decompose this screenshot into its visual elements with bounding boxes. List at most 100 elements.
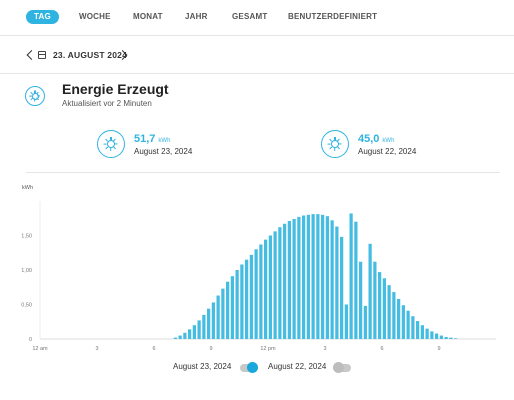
chart-bar <box>207 308 211 339</box>
date-label[interactable]: 23. AUGUST 2024 <box>53 50 128 60</box>
tab-month[interactable]: MONAT <box>133 12 163 21</box>
chart-bar <box>354 221 358 339</box>
y-tick-label: 1,50 <box>21 234 32 240</box>
stat-today-date: August 23, 2024 <box>134 147 193 156</box>
chart-bar <box>411 316 415 339</box>
chart-bar <box>302 215 306 339</box>
chart-bar <box>245 259 249 339</box>
date-navigator: 23. AUGUST 2024 <box>0 36 514 74</box>
chart-bar <box>188 329 192 339</box>
stat-today-unit: kWh <box>158 138 171 144</box>
chart-bar <box>221 288 225 339</box>
chart-bar <box>416 321 420 339</box>
chart-bar <box>183 332 187 339</box>
updated-status: Aktualisiert vor 2 Minuten <box>62 99 152 108</box>
x-tick-label: 6 <box>380 346 383 352</box>
chart-bar <box>192 325 196 339</box>
calendar-icon[interactable] <box>38 51 46 59</box>
sun-icon <box>97 130 125 158</box>
chart-bar <box>226 281 230 339</box>
chart-bar <box>283 223 287 339</box>
sun-ray <box>337 138 341 142</box>
chart-bar <box>359 261 363 339</box>
sun-icon <box>25 86 45 106</box>
chart-bar <box>230 276 234 339</box>
tab-day[interactable]: TAG <box>26 10 59 24</box>
chart-bar <box>387 285 391 339</box>
chart-bar <box>254 249 258 339</box>
legend-today-label: August 23, 2024 <box>173 362 232 371</box>
tab-total[interactable]: GESAMT <box>232 12 268 21</box>
sun-ray <box>105 146 109 150</box>
sun-ray <box>334 148 336 151</box>
chart-bar <box>297 216 301 339</box>
chart-bar <box>349 213 353 339</box>
y-tick-label: 0,50 <box>21 303 32 309</box>
sun-ray <box>329 146 333 150</box>
stat-yesterday-date: August 22, 2024 <box>358 147 417 156</box>
x-tick-label: 9 <box>209 346 212 352</box>
chevron-left-icon[interactable] <box>26 49 37 60</box>
x-tick-label: 12 pm <box>260 346 276 352</box>
period-tabs: TAG WOCHE MONAT JAHR GESAMT BENUTZERDEFI… <box>0 0 514 36</box>
chart-bar <box>259 244 263 339</box>
x-tick-label: 9 <box>437 346 440 352</box>
chart-bar <box>401 305 405 339</box>
sun-ray <box>110 148 112 151</box>
legend-yesterday-toggle[interactable] <box>333 362 351 373</box>
chart-bar <box>235 270 239 339</box>
chart-bar <box>373 261 377 339</box>
chart-bar <box>292 218 296 339</box>
sun-ray <box>113 146 117 150</box>
chart-bar <box>392 292 396 339</box>
sun-ray <box>339 143 342 145</box>
chart-bar <box>287 221 291 339</box>
chart-bar <box>306 214 310 339</box>
x-tick-label: 12 am <box>32 346 48 352</box>
chart-bar <box>330 220 334 339</box>
sun-ray <box>337 146 341 150</box>
stat-today-number: 51,7 <box>134 133 156 145</box>
chart-bar <box>430 331 434 339</box>
x-tick-label: 3 <box>323 346 326 352</box>
energy-bar-chart: kWh 0 0,50 1,00 1,50 12 am 3 6 9 12 pm 3 6 9 <box>21 185 496 352</box>
y-axis-label: kWh <box>22 185 33 191</box>
chart-bar <box>264 239 268 339</box>
chart-bar <box>444 336 448 339</box>
chart-bar <box>202 314 206 339</box>
chart-bar <box>325 216 329 339</box>
chart-bar <box>321 214 325 339</box>
chart-bar <box>449 337 453 339</box>
chart-bar <box>425 328 429 339</box>
x-tick-label: 3 <box>95 346 98 352</box>
stat-yesterday-unit: kWh <box>382 138 395 144</box>
tab-year[interactable]: JAHR <box>185 12 208 21</box>
chart-bar <box>273 231 277 339</box>
chart-bar <box>240 264 244 339</box>
tab-week[interactable]: WOCHE <box>79 12 111 21</box>
legend-today-toggle[interactable] <box>240 362 258 373</box>
chart-bar <box>435 333 439 339</box>
page-title: Energie Erzeugt <box>62 81 169 97</box>
tab-custom[interactable]: BENUTZERDEFINIERT <box>288 12 378 21</box>
sun-ray <box>37 95 41 97</box>
chart-bar <box>278 227 282 339</box>
sun-ray <box>36 97 40 101</box>
chart-bar <box>340 236 344 339</box>
chart-bar <box>378 272 382 339</box>
chart-bar <box>178 335 182 339</box>
chart-bar <box>316 214 320 339</box>
chart-bar <box>439 335 443 339</box>
y-tick-label: 0 <box>29 337 32 343</box>
sun-ray <box>34 90 36 94</box>
chart-bar <box>363 305 367 339</box>
divider <box>26 172 500 173</box>
sun-ray <box>115 143 118 145</box>
sun-ray <box>334 137 336 140</box>
chart-bar <box>344 304 348 339</box>
x-tick-label: 6 <box>152 346 155 352</box>
chart-bar <box>311 214 315 339</box>
chart-bar <box>268 235 272 339</box>
chart-bar <box>382 278 386 339</box>
stat-today-value: 51,7 kWh <box>134 133 170 145</box>
